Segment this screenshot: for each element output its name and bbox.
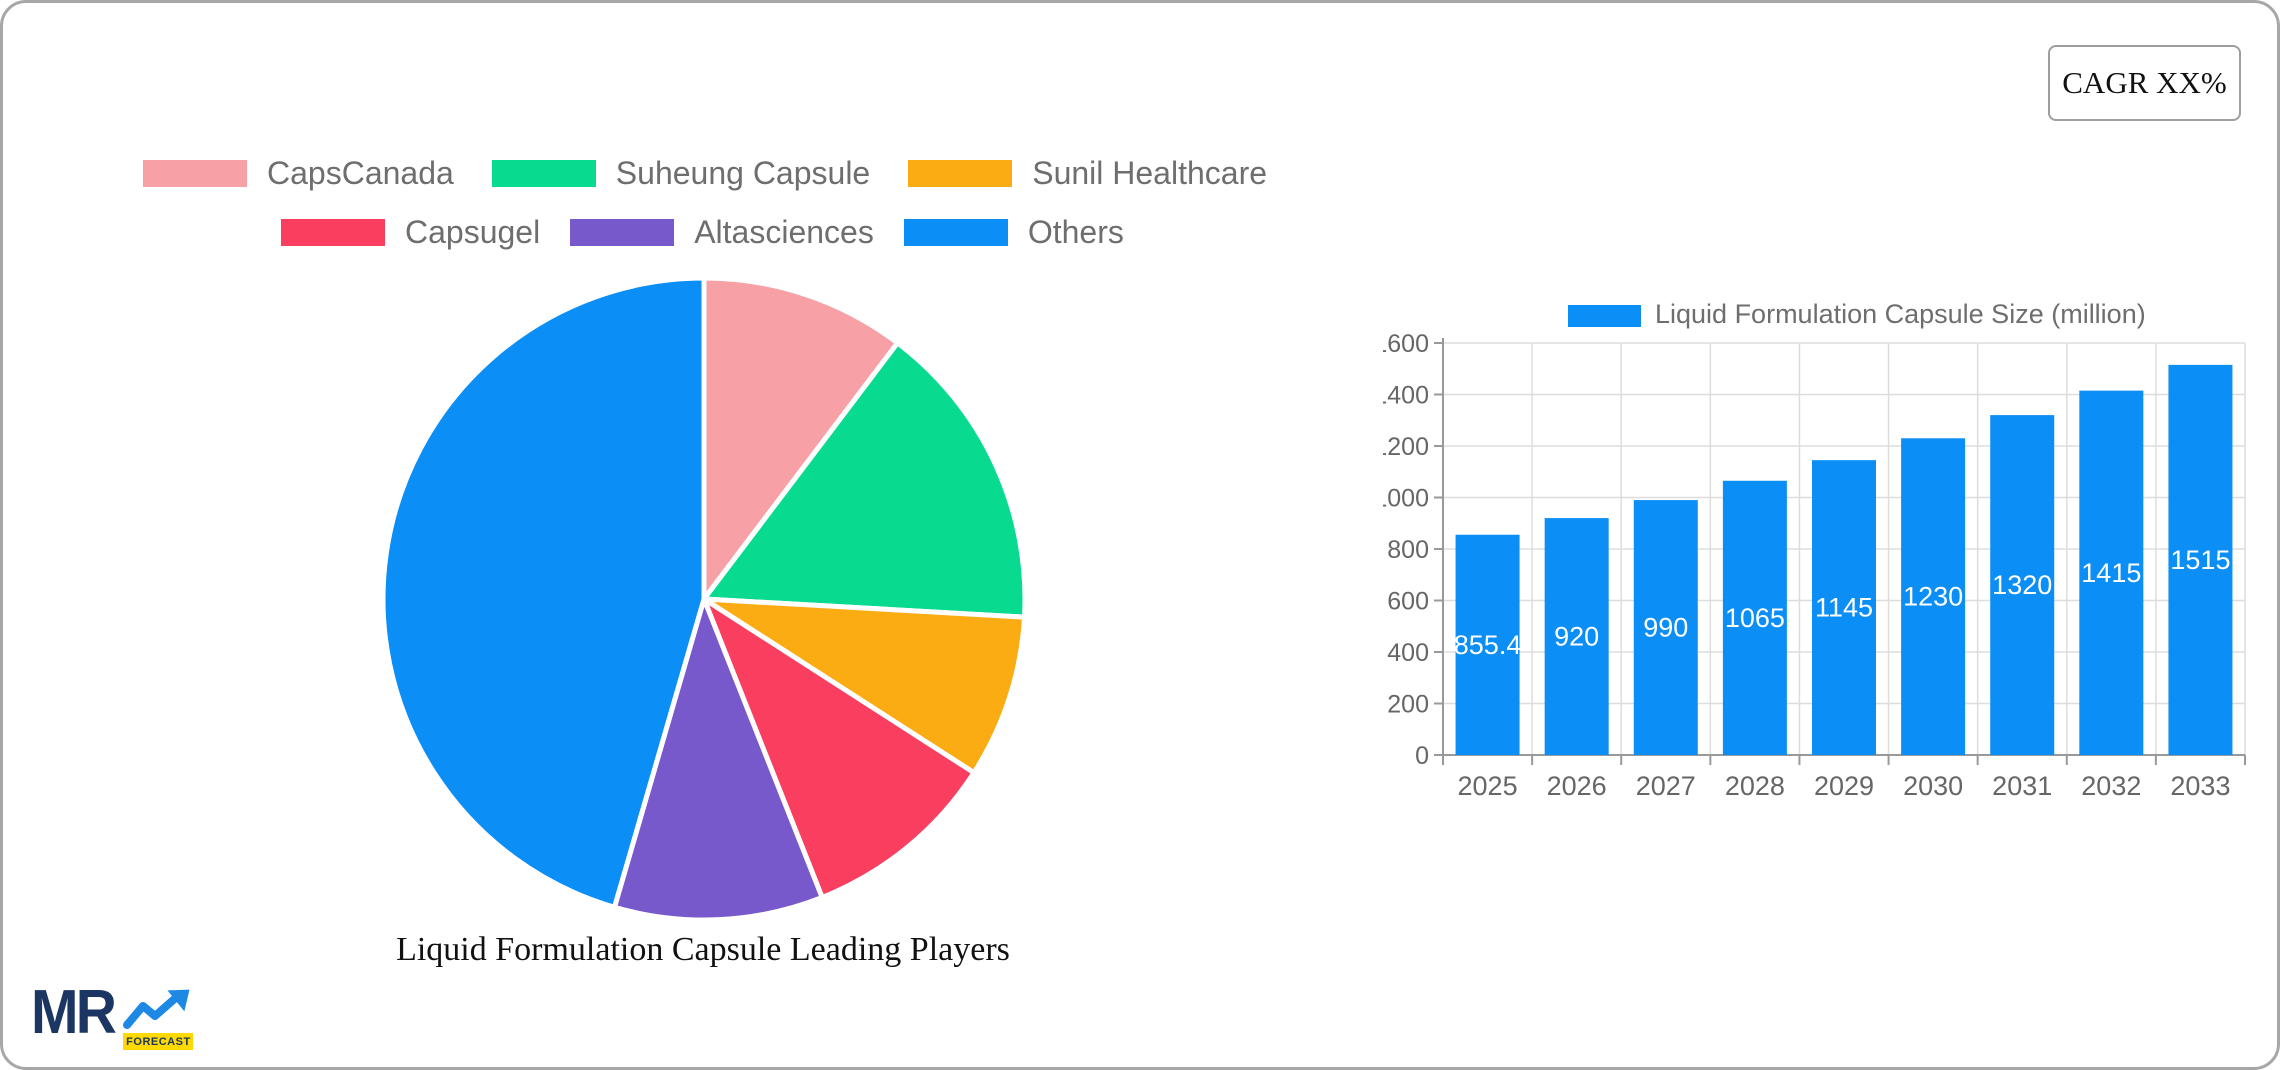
bar-value-label: 1065 [1725, 603, 1785, 633]
trend-arrow-icon [123, 989, 190, 1029]
legend-label: Others [1027, 213, 1124, 250]
bar-2027 [1633, 500, 1698, 755]
pie-slice-others [380, 275, 707, 910]
y-tick-label: 800 [1387, 536, 1429, 564]
bar-value-label: 855.4 [1454, 630, 1522, 660]
bar-2029 [1812, 460, 1876, 755]
bar-value-label: 1415 [2081, 558, 2141, 588]
pie-chart-title: Liquid Formulation Capsule Leading Playe… [396, 931, 1010, 968]
x-tick-label: 2033 [2170, 771, 2230, 801]
bar-2026 [1544, 518, 1609, 755]
legend-label: Sunil Healthcare [1032, 154, 1268, 191]
legend-swatch [570, 218, 675, 246]
y-tick-label: 0 [1415, 742, 1429, 770]
y-tick-label: 1200 [1383, 433, 1429, 461]
x-tick-label: 2029 [1814, 771, 1874, 801]
x-tick-label: 2027 [1636, 771, 1696, 801]
y-tick-label: 1000 [1383, 485, 1429, 513]
bar-value-label: 1145 [1815, 593, 1873, 623]
brand-logo-badge: FORECAST [123, 1033, 194, 1050]
bar-chart: Liquid Formulation Capsule Size (million… [1383, 299, 2246, 801]
bar-legend-swatch [1568, 305, 1641, 327]
x-tick-label: 2026 [1547, 771, 1607, 801]
bar-value-label: 1230 [1903, 582, 1963, 612]
legend-swatch [143, 159, 247, 187]
pie-slice-suheung-capsule [701, 340, 1028, 620]
y-tick-label: 1400 [1383, 382, 1429, 410]
x-tick-label: 2031 [1992, 771, 2052, 801]
bar-2031 [1990, 415, 2055, 755]
pie-slice-capscanada [701, 275, 901, 602]
x-tick-label: 2032 [2081, 771, 2141, 801]
y-tick-label: 400 [1387, 639, 1429, 667]
bar-2033 [2168, 364, 2233, 755]
legend-label: Suheung Capsule [615, 154, 871, 191]
pie-slice-capsugel [701, 596, 977, 900]
legend-swatch [281, 218, 385, 246]
brand-logo-right: FORECAST [123, 989, 194, 1050]
bar-value-label: 920 [1554, 622, 1599, 652]
x-tick-label: 2030 [1903, 771, 1963, 801]
pie-legend-row-2: Capsugel Altasciences Others [281, 213, 1124, 251]
y-tick-label: 1600 [1383, 330, 1429, 358]
cagr-label: CAGR XX% [2062, 65, 2227, 100]
bar-value-label: 1320 [1992, 570, 2052, 600]
bar-value-label: 990 [1643, 613, 1688, 643]
bar-2030 [1901, 438, 1966, 755]
legend-swatch [903, 218, 1008, 246]
legend-label: Capsugel [405, 213, 541, 250]
y-tick-label: 200 [1387, 691, 1429, 719]
bar-2028 [1722, 480, 1787, 755]
legend-label: Altasciences [694, 213, 874, 250]
bar-2032 [2079, 390, 2144, 755]
cagr-badge: CAGR XX% [2048, 45, 2241, 121]
legend-swatch [491, 159, 596, 187]
bar-legend-label: Liquid Formulation Capsule Size (million… [1655, 299, 2146, 329]
legend-item-sunil-healthcare: Sunil Healthcare [908, 155, 1267, 192]
legend-item-others: Others [903, 213, 1124, 251]
legend-item-capsugel: Capsugel [281, 214, 540, 251]
pie-legend-row-1: CapsCanada Suheung Capsule Sunil Healthcar… [143, 154, 1267, 192]
bar-2025 [1455, 534, 1520, 755]
x-tick-label: 2025 [1458, 771, 1518, 801]
bar-value-label: 1515 [2170, 545, 2230, 575]
legend-label: CapsCanada [267, 154, 454, 191]
legend-swatch [908, 159, 1013, 187]
pie-slice-altasciences [611, 596, 825, 923]
legend-item-altasciences: Altasciences [570, 214, 874, 251]
pie-slice-sunil-healthcare [701, 596, 1027, 776]
legend-item-capscanada: CapsCanada [143, 155, 454, 192]
legend-item-suheung-capsule: Suheung Capsule [491, 154, 871, 192]
brand-logo: MR FORECAST [31, 978, 194, 1050]
x-tick-label: 2028 [1725, 771, 1785, 801]
pie-chart [380, 275, 1028, 923]
y-tick-label: 600 [1387, 588, 1429, 616]
brand-logo-text: MR [31, 978, 117, 1047]
